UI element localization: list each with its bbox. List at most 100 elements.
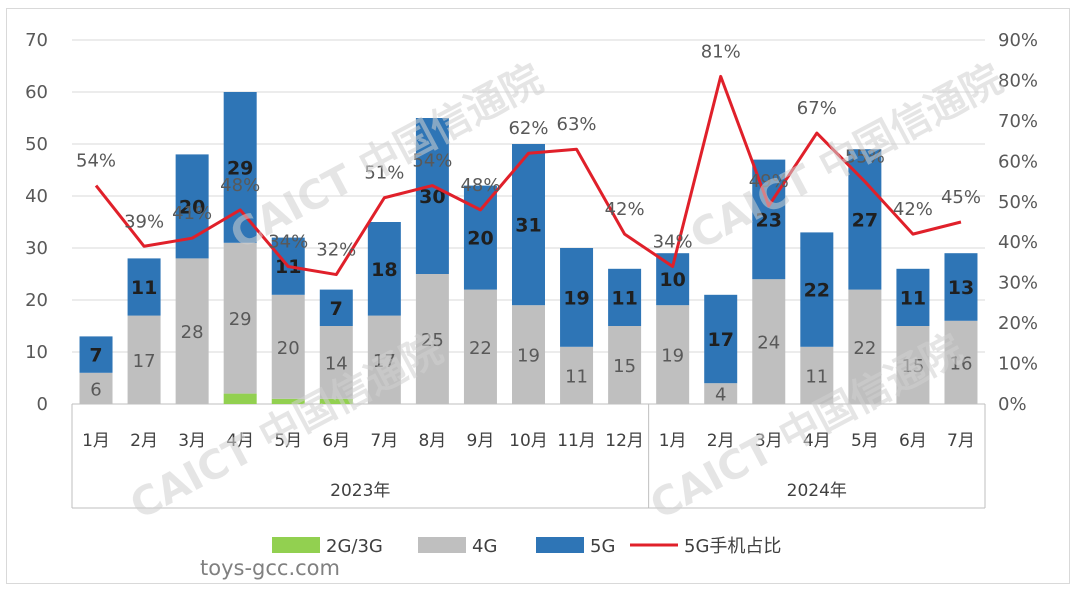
- legend-swatch: [418, 537, 466, 553]
- x-category-label: 3月: [755, 431, 783, 451]
- line-data-label: 32%: [316, 240, 356, 261]
- y-left-tick-label: 30: [25, 238, 48, 259]
- bar-segment: [319, 398, 353, 404]
- group-label: 2024年: [787, 481, 847, 501]
- x-category-label: 3月: [178, 431, 206, 451]
- bar-label-4g: 28: [181, 322, 204, 343]
- bar-segment: [367, 222, 401, 316]
- bar-segment: [223, 393, 257, 404]
- x-category-label: 5月: [851, 431, 879, 451]
- line-data-label: 39%: [124, 211, 164, 232]
- x-category-label: 8月: [418, 431, 446, 451]
- bar-segment: [608, 268, 642, 326]
- line-data-label: 49%: [749, 171, 789, 192]
- bar-segment: [848, 149, 882, 290]
- line-data-label: 51%: [364, 163, 404, 184]
- bar-label-4g: 6: [90, 379, 101, 400]
- bar-label-5g: 30: [419, 186, 445, 208]
- x-category-label: 2月: [707, 431, 735, 451]
- line-data-label: 67%: [797, 98, 837, 119]
- bar-label-4g: 11: [565, 366, 588, 387]
- bar-label-4g: 22: [469, 338, 492, 359]
- bar-label-5g: 27: [852, 209, 878, 231]
- bar-label-5g: 22: [804, 280, 830, 302]
- watermark: CAICT 中国信通院: [683, 56, 1010, 259]
- bar-label-5g: 11: [900, 287, 926, 309]
- bar-segment: [319, 326, 353, 399]
- legend-label: 2G/3G: [326, 536, 383, 557]
- legend-label: 5G: [590, 536, 615, 557]
- bar-label-4g: 29: [229, 309, 252, 330]
- bar-segment: [271, 294, 305, 399]
- x-category-label: 1月: [659, 431, 687, 451]
- y-right-tick-label: 10%: [998, 354, 1038, 375]
- y-left-tick-label: 60: [25, 82, 48, 103]
- x-category-label: 6月: [322, 431, 350, 451]
- bar-label-5g: 10: [659, 269, 685, 291]
- line-data-label: 45%: [941, 187, 981, 208]
- y-left-tick-label: 70: [25, 30, 48, 51]
- x-category-label: 1月: [82, 431, 110, 451]
- bar-segment: [79, 372, 113, 404]
- bar-label-5g: 20: [179, 196, 205, 218]
- y-right-tick-label: 50%: [998, 192, 1038, 213]
- x-category-label: 2月: [130, 431, 158, 451]
- bar-label-5g: 18: [371, 259, 397, 281]
- bar-segment: [415, 118, 449, 274]
- group-label: 2023年: [330, 481, 390, 501]
- x-category-label: 7月: [947, 431, 975, 451]
- bar-label-4g: 19: [517, 346, 540, 367]
- bar-segment: [800, 232, 834, 347]
- line-data-label: 42%: [893, 199, 933, 220]
- bar-label-5g: 20: [467, 228, 493, 250]
- bar-segment: [896, 268, 930, 326]
- x-category-label: 12月: [605, 431, 644, 451]
- site-label: toys-gcc.com: [200, 556, 340, 580]
- x-category-label: 9月: [467, 431, 495, 451]
- bar-segment: [175, 258, 209, 404]
- bar-label-5g: 11: [131, 277, 157, 299]
- line-data-label: 48%: [220, 175, 260, 196]
- bar-label-4g: 25: [421, 330, 444, 351]
- line-data-label: 54%: [76, 151, 116, 172]
- bar-segment: [512, 305, 545, 404]
- bar-label-5g: 31: [515, 215, 541, 237]
- bar-label-5g: 13: [948, 277, 974, 299]
- x-category-label: 4月: [226, 431, 254, 451]
- y-right-tick-label: 40%: [998, 232, 1038, 253]
- x-category-label: 7月: [370, 431, 398, 451]
- y-left-tick-label: 50: [25, 134, 48, 155]
- bar-segment: [512, 144, 545, 306]
- y-right-tick-label: 20%: [998, 313, 1038, 334]
- y-right-tick-label: 80%: [998, 70, 1038, 91]
- bar-label-4g: 11: [805, 366, 828, 387]
- line-data-label: 62%: [508, 118, 548, 139]
- bar-segment: [463, 289, 497, 404]
- bar-label-4g: 4: [715, 385, 726, 406]
- x-category-label: 11月: [557, 431, 596, 451]
- line-data-label: 63%: [557, 114, 597, 135]
- y-left-tick-label: 0: [37, 394, 48, 415]
- legend-swatch: [272, 537, 320, 553]
- line-5g-share: [94, 74, 962, 277]
- line-data-label: 34%: [268, 231, 308, 252]
- bar-label-4g: 15: [901, 356, 924, 377]
- legend-swatch: [536, 537, 584, 553]
- y-right-tick-label: 90%: [998, 30, 1038, 51]
- bar-segment: [656, 305, 690, 404]
- bar-segment: [944, 320, 978, 404]
- bar-label-5g: 11: [611, 287, 637, 309]
- bar-segment: [896, 326, 930, 404]
- line-data-label: 81%: [701, 41, 741, 62]
- bar-label-4g: 17: [373, 351, 396, 372]
- bar-label-5g: 17: [707, 329, 733, 351]
- bar-label-4g: 22: [853, 338, 876, 359]
- y-left-tick-label: 10: [25, 342, 48, 363]
- line-data-label: 41%: [172, 203, 212, 224]
- bar-label-4g: 24: [757, 333, 780, 354]
- bar-segment: [127, 258, 161, 316]
- bar-label-5g: 7: [89, 345, 102, 367]
- bar-label-4g: 20: [277, 338, 300, 359]
- line-data-label: 42%: [605, 199, 645, 220]
- bar-label-4g: 17: [133, 351, 156, 372]
